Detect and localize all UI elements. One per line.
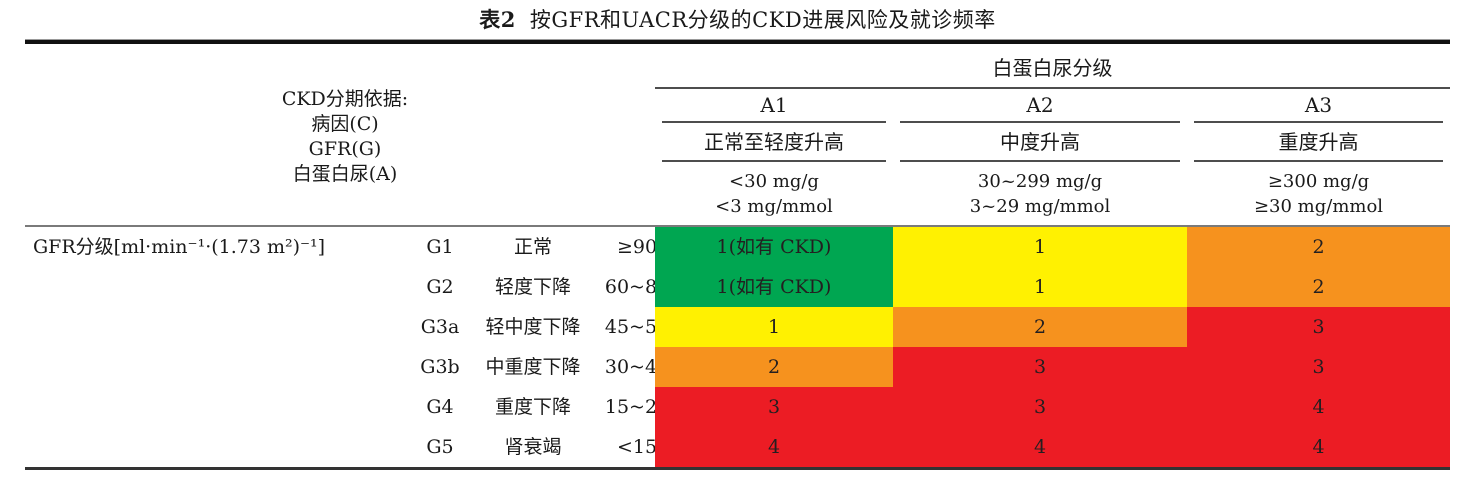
table-row: G1 正常 ≥90 1(如有 CKD) 1 2 [25, 227, 1450, 267]
ckd-basis-block: CKD分期依据: 病因(C) GFR(G) 白蛋白尿(A) [245, 87, 445, 187]
gfr-range: 60~89 [604, 276, 670, 298]
gfr-stage: G4 [426, 396, 454, 418]
risk-cell: 3 [893, 387, 1187, 427]
ckd-basis-line: GFR(G) [308, 138, 382, 160]
albuminuria-group-header: 白蛋白尿分级 [992, 56, 1113, 80]
gfr-stage-desc: 中重度下降 [485, 356, 581, 378]
table-row: G3a 轻中度下降 45~59 1 2 3 [25, 307, 1450, 347]
table-row: G5 肾衰竭 <15 4 4 4 [25, 427, 1450, 467]
risk-cell: 2 [655, 347, 893, 387]
table-title-text: 按GFR和UACR分级的CKD进展风险及就诊频率 [529, 8, 996, 32]
header-rule [1194, 160, 1443, 162]
risk-cell: 3 [1187, 307, 1450, 347]
gfr-stage: G2 [426, 276, 454, 298]
column-severity-a2: 中度升高 [1000, 130, 1080, 154]
range-mg-mmol: 3~29 mg/mmol [969, 196, 1111, 217]
table-row: G2 轻度下降 60~89 1(如有 CKD) 1 2 [25, 267, 1450, 307]
header-rule [900, 121, 1180, 123]
risk-cell: 3 [655, 387, 893, 427]
gfr-range: 45~59 [604, 316, 670, 338]
risk-cell: 2 [1187, 227, 1450, 267]
gfr-range: 30~44 [604, 356, 670, 378]
gfr-range: ≥90 [616, 236, 658, 258]
range-mg-mmol: <3 mg/mmol [715, 196, 833, 217]
column-header-a3: A3 [1304, 93, 1333, 117]
risk-cell: 2 [893, 307, 1187, 347]
albuminuria-header-rule [655, 87, 1450, 89]
range-mg-mmol: ≥30 mg/mmol [1253, 196, 1384, 217]
ckd-basis-line: 白蛋白尿(A) [292, 163, 398, 185]
column-severity-a1: 正常至轻度升高 [704, 130, 844, 154]
risk-cell: 1(如有 CKD) [655, 227, 893, 267]
risk-cell: 4 [1187, 387, 1450, 427]
gfr-stage: G5 [426, 436, 454, 458]
column-range-a2: 30~299 mg/g 3~29 mg/mmol [893, 169, 1187, 221]
gfr-stage-desc: 轻度下降 [494, 276, 571, 298]
column-range-a1: <30 mg/g <3 mg/mmol [655, 169, 893, 221]
gfr-stage-desc: 正常 [513, 236, 552, 258]
header-rule [1194, 121, 1443, 123]
risk-cell: 1 [893, 227, 1187, 267]
gfr-range: <15 [616, 436, 658, 458]
risk-cell: 4 [893, 427, 1187, 467]
bottom-rule [25, 467, 1450, 470]
risk-cell: 4 [655, 427, 893, 467]
header-body-rule [25, 225, 1450, 227]
gfr-axis-label: GFR分级[ml·min⁻¹·(1.73 m²)⁻¹] [33, 236, 326, 258]
table-number: 表2 [479, 7, 516, 32]
ckd-basis-line: 病因(C) [311, 113, 379, 135]
gfr-stage: G3a [420, 316, 460, 338]
column-range-a3: ≥300 mg/g ≥30 mg/mmol [1187, 169, 1450, 221]
risk-cell: 1 [655, 307, 893, 347]
risk-cell: 4 [1187, 427, 1450, 467]
range-mg-g: 30~299 mg/g [977, 171, 1103, 192]
gfr-range: 15~29 [604, 396, 670, 418]
risk-cell: 1 [893, 267, 1187, 307]
table-caption: 表2 按GFR和UACR分级的CKD进展风险及就诊频率 [25, 4, 1450, 36]
column-header-a2: A2 [1026, 93, 1054, 117]
header-rule [900, 160, 1180, 162]
risk-cell: 1(如有 CKD) [655, 267, 893, 307]
table-row: G3b 中重度下降 30~44 2 3 3 [25, 347, 1450, 387]
column-severity-a3: 重度升高 [1278, 130, 1359, 154]
gfr-stage-desc: 重度下降 [494, 396, 571, 418]
risk-cell: 3 [1187, 347, 1450, 387]
gfr-stage: G1 [426, 236, 454, 258]
gfr-stage-desc: 肾衰竭 [504, 436, 562, 458]
gfr-stage: G3b [420, 356, 460, 378]
risk-cell: 2 [1187, 267, 1450, 307]
header-rule [662, 160, 886, 162]
column-header-a1: A1 [760, 93, 788, 117]
risk-cell: 3 [893, 347, 1187, 387]
table-row: G4 重度下降 15~29 3 3 4 [25, 387, 1450, 427]
header-rule [662, 121, 886, 123]
range-mg-g: <30 mg/g [729, 171, 819, 192]
top-rule [25, 39, 1450, 44]
ckd-basis-line: CKD分期依据: [281, 88, 409, 110]
gfr-stage-desc: 轻中度下降 [485, 316, 581, 338]
range-mg-g: ≥300 mg/g [1267, 171, 1370, 192]
